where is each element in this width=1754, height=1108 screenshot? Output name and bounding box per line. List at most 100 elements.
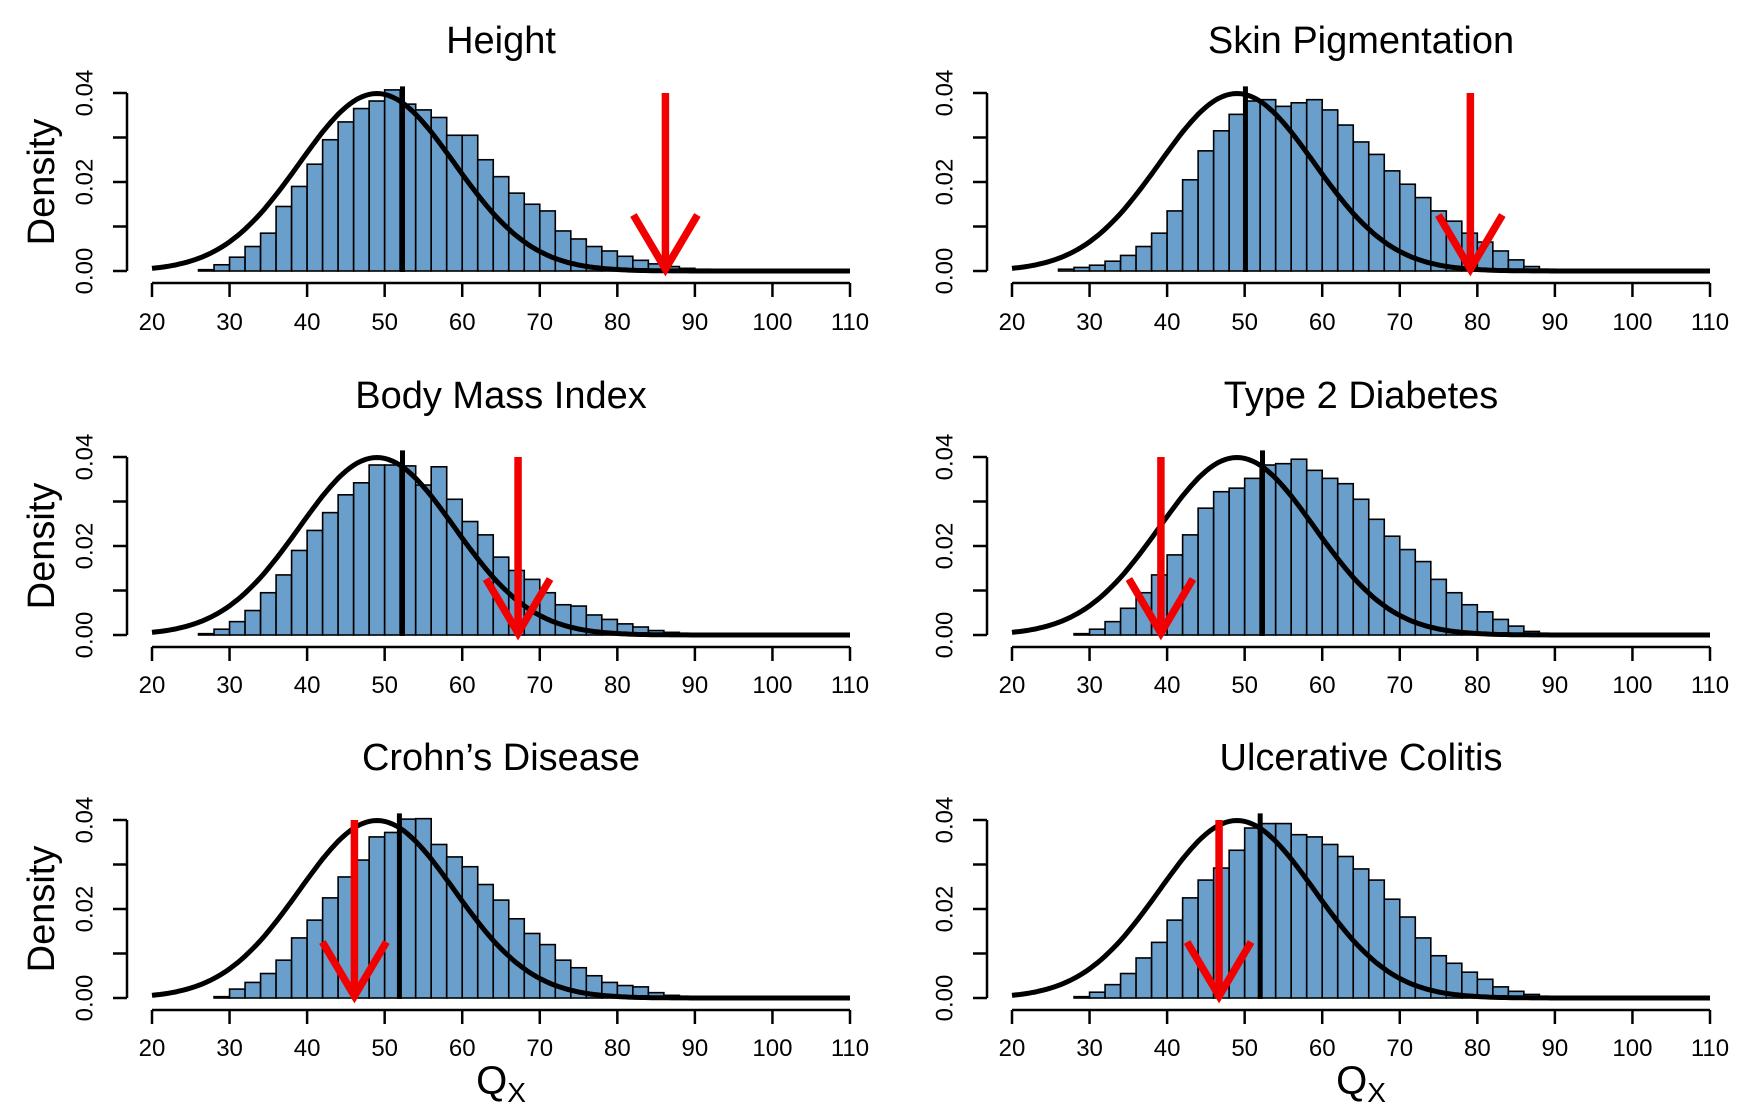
panel-title: Crohn’s Disease bbox=[362, 737, 640, 779]
x-tick-label: 40 bbox=[294, 1035, 321, 1062]
histogram-bar bbox=[321, 511, 339, 636]
x-tick-label: 20 bbox=[139, 672, 166, 699]
histogram-bar bbox=[414, 484, 433, 636]
histogram-bar bbox=[244, 609, 262, 636]
histogram-bar bbox=[1383, 898, 1401, 999]
histogram-bar bbox=[1243, 477, 1261, 636]
x-tick-label: 60 bbox=[1309, 1035, 1336, 1062]
x-tick-label: 50 bbox=[371, 309, 398, 336]
histogram-bar bbox=[1305, 98, 1324, 272]
histogram-bar bbox=[1228, 487, 1246, 636]
histogram-bar bbox=[1135, 957, 1153, 999]
histogram-bar bbox=[1305, 469, 1324, 636]
histogram-bar bbox=[1150, 941, 1168, 999]
y-axis: 0.00 0.02 0.04 bbox=[932, 797, 989, 1021]
histogram-bar bbox=[1088, 628, 1106, 636]
x-tick-label: 60 bbox=[449, 1035, 476, 1062]
histogram-bar bbox=[275, 205, 293, 272]
x-tick-label: 110 bbox=[1691, 1035, 1729, 1062]
panel-title: Type 2 Diabetes bbox=[1224, 375, 1499, 417]
histogram-bar bbox=[1212, 130, 1230, 272]
histogram-bar bbox=[259, 591, 277, 636]
histogram-bar bbox=[1181, 178, 1199, 272]
histogram-bar bbox=[1073, 995, 1091, 999]
x-tick-label: 60 bbox=[449, 309, 476, 336]
x-tick-label: 90 bbox=[682, 309, 709, 336]
histogram-bar bbox=[337, 121, 355, 272]
histogram-bar bbox=[368, 464, 386, 636]
x-tick-label: 100 bbox=[1612, 309, 1652, 336]
x-tick-label: 70 bbox=[1386, 309, 1413, 336]
y-tick-label: 0.02 bbox=[932, 886, 959, 933]
histogram-bar bbox=[1212, 490, 1230, 636]
arrow-head bbox=[630, 213, 701, 277]
y-axis-title: Density bbox=[21, 846, 63, 973]
histogram-bar bbox=[352, 107, 370, 272]
x-tick-label: 60 bbox=[1309, 672, 1336, 699]
histogram-bar bbox=[306, 529, 324, 636]
observed-value-arrow bbox=[1125, 457, 1197, 641]
histogram-bars bbox=[1073, 458, 1572, 636]
histogram-bar bbox=[321, 138, 339, 272]
histogram-bar bbox=[197, 268, 215, 272]
y-tick-label: 0.02 bbox=[72, 523, 99, 570]
histogram-bar bbox=[1166, 210, 1184, 272]
y-tick-label: 0.04 bbox=[932, 70, 959, 117]
panel-type-2-diabetes: Type 2 Diabetes 20 30 40 50 60 70 80 90 100 110 0.0… bbox=[932, 375, 1730, 699]
histogram-bar bbox=[1073, 266, 1091, 272]
arrow-head bbox=[1125, 577, 1197, 641]
y-tick-label: 0.00 bbox=[72, 975, 99, 1022]
y-axis-title: Density bbox=[21, 483, 63, 610]
histogram-bar bbox=[228, 988, 246, 999]
histogram-bar bbox=[1088, 991, 1106, 999]
histogram-bar bbox=[306, 919, 324, 999]
histogram-bar bbox=[1367, 879, 1386, 999]
x-axis: 20 30 40 50 60 70 80 90 100 110 bbox=[139, 645, 869, 699]
x-tick-label: 110 bbox=[1691, 309, 1729, 336]
normal-density-curve bbox=[1011, 454, 1710, 638]
histogram-bar bbox=[445, 856, 464, 999]
x-tick-label: 40 bbox=[1154, 309, 1181, 336]
y-tick-label: 0.02 bbox=[932, 159, 959, 206]
histogram-bar bbox=[290, 185, 308, 272]
histogram-bar bbox=[1305, 836, 1324, 999]
x-tick-label: 90 bbox=[682, 672, 709, 699]
normal-density-curve bbox=[1011, 90, 1710, 274]
x-tick-label: 30 bbox=[1076, 1035, 1103, 1062]
arrow-head bbox=[1183, 940, 1255, 1004]
x-tick-label: 50 bbox=[371, 672, 398, 699]
histogram-bar bbox=[1383, 170, 1401, 272]
x-axis: 20 30 40 50 60 70 80 90 100 110 bbox=[139, 281, 869, 336]
x-tick-label: 80 bbox=[1464, 309, 1491, 336]
x-tick-label: 90 bbox=[1542, 309, 1569, 336]
x-tick-label: 40 bbox=[294, 672, 321, 699]
x-tick-label: 30 bbox=[1076, 309, 1103, 336]
histogram-bar bbox=[228, 256, 246, 272]
y-tick-label: 0.02 bbox=[932, 523, 959, 570]
x-axis-title-main: Q bbox=[476, 1059, 507, 1103]
histogram-bar bbox=[1104, 983, 1122, 999]
panel-title: Height bbox=[446, 20, 556, 62]
observed-value-arrow bbox=[1183, 820, 1255, 1004]
histogram-bar bbox=[213, 628, 231, 636]
panel-body-mass-index: Body Mass Index 20 30 40 50 60 70 80 90 100 110 0.0… bbox=[21, 375, 869, 699]
histogram-bar bbox=[1119, 254, 1137, 272]
histogram-bar bbox=[337, 494, 355, 636]
x-axis: 20 30 40 50 60 70 80 90 100 110 bbox=[999, 1008, 1729, 1062]
histogram-bar bbox=[554, 603, 572, 636]
histogram-bar bbox=[1166, 919, 1184, 999]
normal-density-curve bbox=[1011, 817, 1710, 1001]
histogram-bars bbox=[1073, 822, 1572, 999]
panel-title: Ulcerative Colitis bbox=[1220, 737, 1503, 779]
arrow-head bbox=[319, 940, 390, 1004]
x-tick-label: 70 bbox=[1386, 1035, 1413, 1062]
x-axis: 20 30 40 50 60 70 80 90 100 110 bbox=[139, 1008, 869, 1062]
histogram-bar bbox=[1197, 507, 1215, 636]
x-tick-label: 90 bbox=[1542, 1035, 1569, 1062]
x-tick-label: 100 bbox=[752, 672, 792, 699]
x-tick-label: 40 bbox=[294, 309, 321, 336]
y-tick-label: 0.04 bbox=[72, 70, 99, 117]
x-tick-label: 90 bbox=[1542, 672, 1569, 699]
x-tick-label: 80 bbox=[604, 1035, 631, 1062]
x-tick-label: 100 bbox=[1612, 672, 1652, 699]
